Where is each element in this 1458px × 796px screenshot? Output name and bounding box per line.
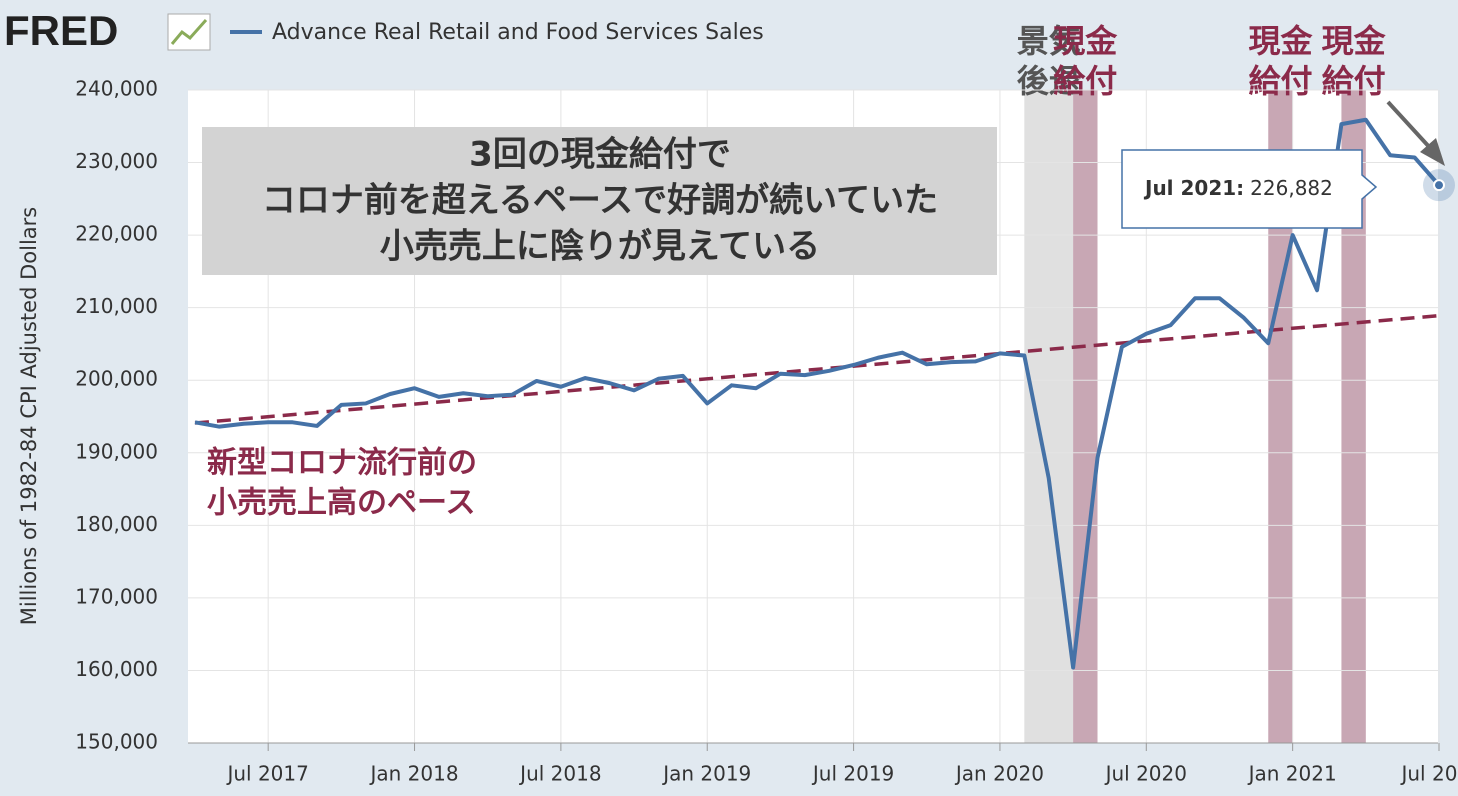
y-tick-label: 240,000 <box>75 77 158 101</box>
x-tick-label: Jan 2018 <box>368 762 458 786</box>
tooltip-date: Jul 2021: <box>1143 176 1244 200</box>
shading-label: 現金 <box>1322 22 1387 60</box>
tooltip-value: 226,882 <box>1250 176 1333 200</box>
x-tick-label: Jan 2020 <box>954 762 1044 786</box>
x-tick-label: Jul 2018 <box>518 762 601 786</box>
shading-label: 現金 <box>1053 22 1118 60</box>
x-tick-label: Jan 2021 <box>1247 762 1337 786</box>
tooltip-box <box>1121 149 1378 229</box>
annotation-text: 3回の現金給付で <box>469 135 731 175</box>
legend-label: Advance Real Retail and Food Services Sa… <box>272 20 764 45</box>
trend-label: 新型コロナ流行前の <box>207 446 477 481</box>
shading-label: 現金 <box>1248 22 1313 60</box>
x-tick-label: Jul 2019 <box>811 762 894 786</box>
trend-label: 小売売上高のペース <box>207 486 476 521</box>
y-tick-label: 220,000 <box>75 222 158 246</box>
y-tick-label: 170,000 <box>75 584 158 608</box>
arrow-head <box>1420 138 1445 166</box>
shading-label: 給付 <box>1322 62 1386 100</box>
shading-label: 後退 <box>1017 62 1081 100</box>
highlight-point <box>1433 179 1445 192</box>
annotation-text: 小売売上に陰りが見えている <box>380 227 820 267</box>
trend-line <box>194 313 1440 425</box>
y-tick-label: 160,000 <box>75 657 158 681</box>
shading-label: 給付 <box>1248 62 1312 100</box>
x-tick-label: Jul 2017 <box>225 762 308 786</box>
logo: FRED <box>4 7 118 54</box>
y-tick-label: 230,000 <box>75 149 158 173</box>
x-tick-label: Jan 2019 <box>661 762 751 786</box>
y-tick-label: 200,000 <box>75 367 158 391</box>
y-tick-label: 190,000 <box>75 439 158 463</box>
x-tick-label: Jul 2020 <box>1104 762 1187 786</box>
y-axis-label: Millions of 1982-84 CPI Adjusted Dollars <box>17 207 41 625</box>
shading-band <box>1024 90 1074 743</box>
arrow <box>1386 100 1434 152</box>
annotation-box <box>202 127 997 275</box>
series-line <box>194 117 1441 670</box>
y-tick-label: 210,000 <box>75 294 158 318</box>
y-tick-label: 150,000 <box>75 730 158 754</box>
logo-icon <box>167 13 211 51</box>
annotation-text: コロナ前を超えるペースで好調が続いていた <box>262 181 938 221</box>
shading-label: 給付 <box>1053 62 1117 100</box>
y-tick-label: 180,000 <box>75 512 158 536</box>
shading-label: 景気 <box>1017 22 1081 60</box>
tooltip-text: Jul 2021: 226,882 <box>1143 176 1333 200</box>
x-tick-label: Jul 20... <box>1399 762 1458 786</box>
